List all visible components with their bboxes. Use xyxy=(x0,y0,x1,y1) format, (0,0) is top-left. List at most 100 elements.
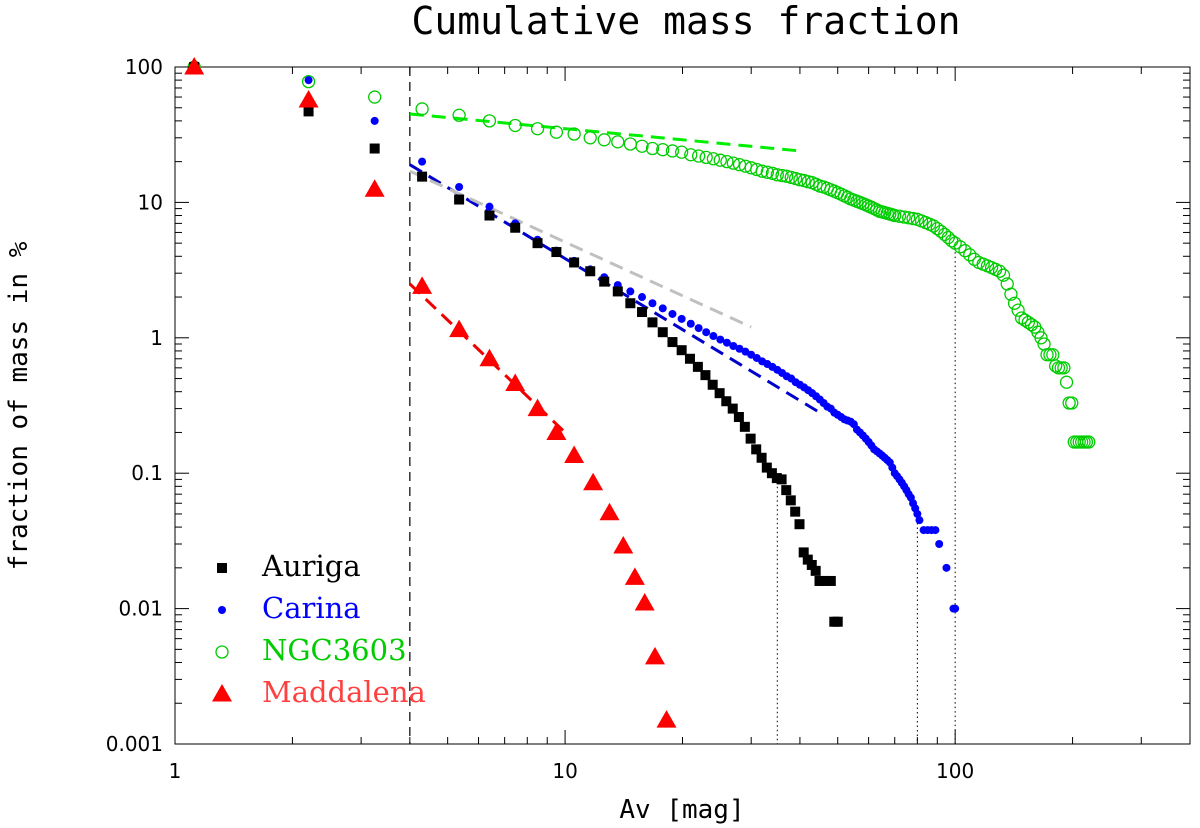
data-point-ngc3603 xyxy=(665,144,680,158)
data-point-ngc3603 xyxy=(902,211,916,225)
data-point-ngc3603 xyxy=(623,137,637,151)
data-point-carina xyxy=(677,314,686,323)
data-point-auriga xyxy=(692,361,703,372)
data-points xyxy=(184,57,1096,728)
y-tick-label: 10 xyxy=(138,190,163,214)
y-axis-label: fraction of mass in % xyxy=(4,241,34,570)
data-point-ngc3603 xyxy=(1082,435,1096,449)
data-point-ngc3603 xyxy=(301,74,316,89)
data-point-auriga xyxy=(303,106,314,117)
data-point-auriga xyxy=(707,379,718,390)
data-point-ngc3603 xyxy=(675,145,689,159)
data-point-ngc3603 xyxy=(1059,375,1074,389)
fit-line-auriga xyxy=(409,169,752,329)
x-tick-label: 100 xyxy=(936,759,974,783)
data-point-auriga xyxy=(647,317,658,328)
data-point-maddalena xyxy=(644,646,665,665)
data-point-auriga xyxy=(551,247,562,258)
data-point-ngc3603 xyxy=(415,102,429,116)
data-point-ngc3603 xyxy=(770,168,784,182)
legend-label-ngc3603: NGC3603 xyxy=(262,633,407,667)
data-point-ngc3603 xyxy=(755,164,769,178)
y-tick-label: 0.1 xyxy=(131,461,163,485)
data-point-carina xyxy=(455,182,464,191)
data-point-carina xyxy=(626,287,635,296)
x-tick-label: 1 xyxy=(169,759,182,783)
data-point-carina xyxy=(951,604,960,613)
data-point-ngc3603 xyxy=(699,150,713,165)
data-point-maddalena xyxy=(634,592,655,611)
data-point-ngc3603 xyxy=(1049,359,1063,373)
data-point-auriga xyxy=(798,547,809,558)
data-point-ngc3603 xyxy=(953,240,967,254)
data-point-carina xyxy=(729,341,738,350)
data-point-ngc3603 xyxy=(892,209,907,223)
data-point-ngc3603 xyxy=(645,141,660,156)
data-point-auriga xyxy=(721,396,732,407)
data-point-ngc3603 xyxy=(656,143,670,157)
data-point-auriga xyxy=(818,575,829,586)
data-point-auriga xyxy=(714,388,725,399)
data-point-maddalena xyxy=(298,90,319,108)
data-point-ngc3603 xyxy=(706,152,721,166)
data-point-maddalena xyxy=(479,348,500,367)
x-tick-label: 10 xyxy=(552,759,577,783)
legend: Auriga Carina NGC3603 Maddalena xyxy=(212,549,426,709)
data-point-auriga xyxy=(756,452,767,463)
data-point-carina xyxy=(418,157,427,166)
data-point-auriga xyxy=(676,345,687,356)
data-point-ngc3603 xyxy=(720,154,734,169)
series-carina xyxy=(190,63,960,613)
data-point-maddalena xyxy=(505,373,526,391)
data-point-ngc3603 xyxy=(888,208,902,223)
data-point-maddalena xyxy=(412,276,433,294)
data-point-auriga xyxy=(417,171,428,182)
data-point-maddalena xyxy=(527,398,548,417)
data-point-carina xyxy=(942,563,951,572)
legend-label-auriga: Auriga xyxy=(261,549,361,583)
data-point-auriga xyxy=(790,506,801,517)
data-point-auriga xyxy=(684,353,695,364)
data-point-maddalena xyxy=(449,319,470,338)
data-point-auriga xyxy=(369,143,380,154)
data-point-carina xyxy=(658,304,667,313)
data-point-ngc3603 xyxy=(452,108,466,122)
data-point-carina xyxy=(913,509,922,518)
series-ngc3603 xyxy=(187,60,1096,449)
data-point-auriga xyxy=(785,495,796,506)
data-point-ngc3603 xyxy=(482,114,497,128)
data-point-auriga xyxy=(484,210,495,221)
fit-line-carina xyxy=(409,163,821,414)
data-point-auriga xyxy=(806,559,817,570)
data-point-ngc3603 xyxy=(1057,361,1071,375)
data-point-carina xyxy=(485,202,494,211)
data-point-ngc3603 xyxy=(1062,396,1076,410)
data-point-maddalena xyxy=(546,422,567,440)
data-point-ngc3603 xyxy=(793,173,807,187)
data-point-auriga xyxy=(810,565,821,576)
data-point-ngc3603 xyxy=(775,168,789,183)
data-point-ngc3603 xyxy=(897,210,911,224)
data-point-ngc3603 xyxy=(1065,396,1079,410)
data-point-ngc3603 xyxy=(906,211,920,226)
series-auriga xyxy=(189,62,843,627)
data-point-ngc3603 xyxy=(1004,287,1018,301)
data-point-ngc3603 xyxy=(508,118,522,133)
data-point-auriga xyxy=(825,575,836,586)
data-point-auriga xyxy=(637,307,648,318)
data-point-carina xyxy=(935,539,944,548)
data-point-auriga xyxy=(745,433,756,444)
data-point-auriga xyxy=(794,519,805,530)
series-maddalena xyxy=(184,57,677,728)
y-axis-ticks: 100 10 1 0.1 0.01 0.001 xyxy=(106,55,1190,756)
data-point-maddalena xyxy=(624,567,645,585)
legend-marker-maddalena xyxy=(212,684,232,702)
data-point-carina xyxy=(370,116,379,125)
x-axis-ticks: 1 10 100 xyxy=(169,67,1191,783)
data-point-carina xyxy=(668,309,677,318)
data-point-ngc3603 xyxy=(635,139,649,153)
data-point-auriga xyxy=(532,238,543,249)
data-point-ngc3603 xyxy=(1011,303,1025,317)
data-point-maddalena xyxy=(599,502,620,521)
